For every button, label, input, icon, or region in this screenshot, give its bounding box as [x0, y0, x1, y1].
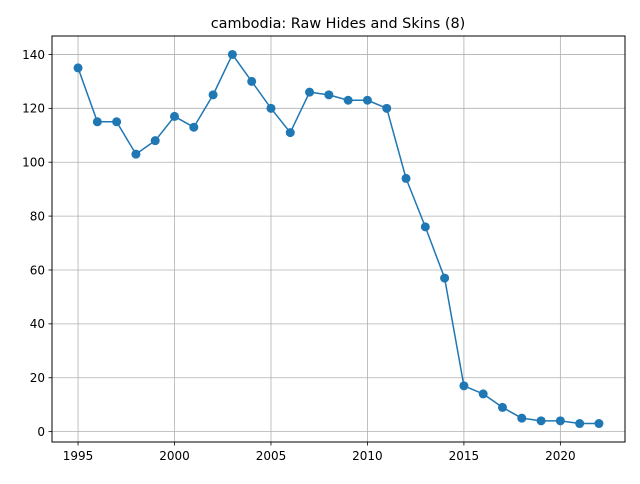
x-tick-label: 2000	[159, 449, 190, 463]
data-point-2020	[555, 416, 565, 426]
data-point-2009	[343, 95, 353, 105]
y-axis-ticks: 0 20 40 60 80 100 120 140	[22, 48, 52, 439]
y-tick-label: 120	[22, 102, 45, 116]
data-point-1998	[131, 149, 141, 159]
data-point-2011	[382, 103, 392, 113]
y-tick-label: 60	[30, 263, 45, 277]
y-tick-label: 100	[22, 156, 45, 170]
x-axis-ticks: 1995 2000 2005 2010 2015 2020	[63, 442, 576, 463]
data-point-2022	[594, 419, 604, 429]
data-point-2014	[440, 273, 450, 283]
grid-lines	[52, 36, 625, 442]
series-line	[77, 53, 599, 425]
x-tick-label: 1995	[63, 449, 94, 463]
data-point-2015	[459, 381, 469, 391]
data-point-2019	[536, 416, 546, 426]
data-point-2010	[362, 95, 372, 105]
data-point-2002	[208, 90, 218, 100]
y-tick-label: 40	[30, 317, 45, 331]
data-point-2008	[324, 90, 334, 100]
data-point-1997	[112, 117, 122, 127]
x-tick-label: 2005	[256, 449, 287, 463]
data-point-2006	[285, 128, 295, 138]
chart-title: cambodia: Raw Hides and Skins (8)	[211, 16, 465, 32]
data-point-2013	[420, 222, 430, 232]
data-point-2001	[189, 122, 199, 132]
data-point-2000	[170, 111, 180, 121]
data-point-2005	[266, 103, 276, 113]
data-point-2016	[478, 389, 488, 399]
x-tick-label: 2010	[352, 449, 383, 463]
data-point-2004	[247, 76, 257, 86]
data-point-2021	[575, 419, 585, 429]
x-tick-label: 2015	[449, 449, 480, 463]
y-tick-label: 20	[30, 371, 45, 385]
y-tick-label: 0	[37, 425, 45, 439]
data-point-2018	[517, 413, 527, 423]
data-point-2003	[227, 49, 237, 59]
y-tick-label: 140	[22, 48, 45, 62]
data-point-2007	[305, 87, 315, 97]
y-tick-label: 80	[30, 209, 45, 223]
data-point-2017	[497, 402, 507, 412]
x-tick-label: 2020	[545, 449, 576, 463]
data-point-2012	[401, 173, 411, 183]
data-point-1996	[92, 117, 102, 127]
data-point-1995	[73, 63, 83, 73]
plot-frame	[51, 35, 626, 443]
series-layer	[73, 49, 604, 429]
data-point-1999	[150, 136, 160, 146]
